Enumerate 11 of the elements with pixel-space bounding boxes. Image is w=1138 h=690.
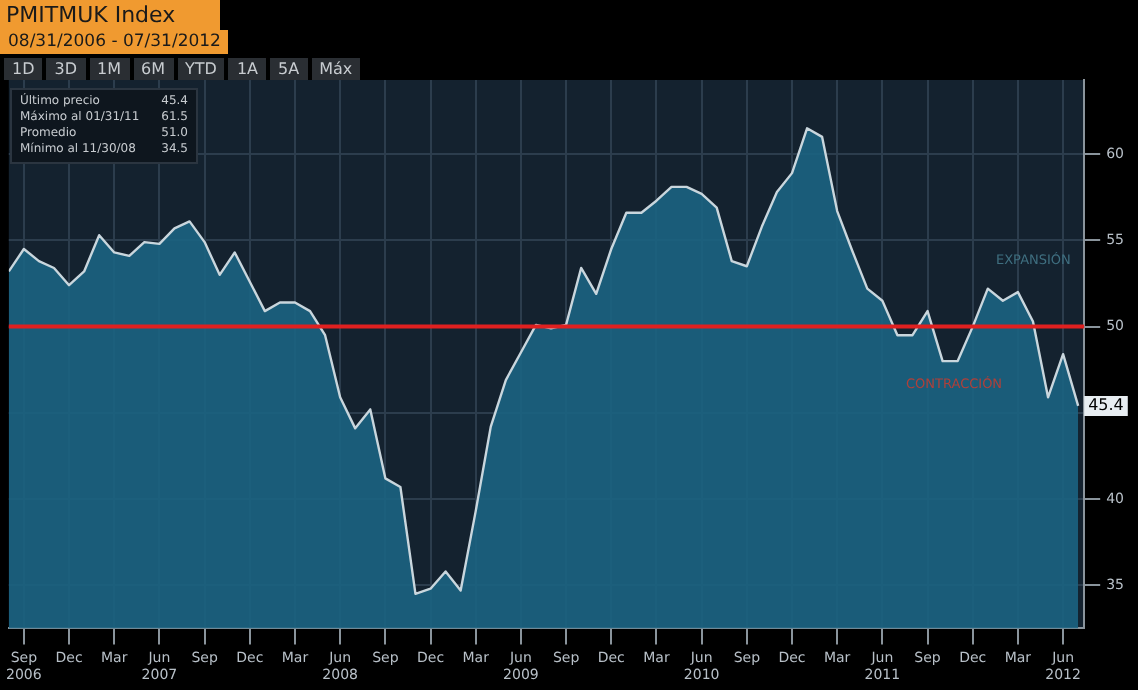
text: 5A bbox=[270, 58, 308, 80]
text: 3D bbox=[46, 58, 85, 80]
text: YTD bbox=[177, 58, 225, 80]
text: 1A bbox=[228, 58, 266, 80]
text: 1M bbox=[89, 58, 129, 80]
text: 6M bbox=[133, 58, 173, 80]
text: Máx bbox=[311, 58, 361, 80]
chart-title: PMITMUK Index bbox=[0, 0, 220, 30]
text: 1D bbox=[4, 58, 43, 80]
annotation: 45.4 bbox=[1088, 396, 1124, 415]
chart-subtitle: 08/31/2006 - 07/31/2012 bbox=[0, 30, 229, 54]
